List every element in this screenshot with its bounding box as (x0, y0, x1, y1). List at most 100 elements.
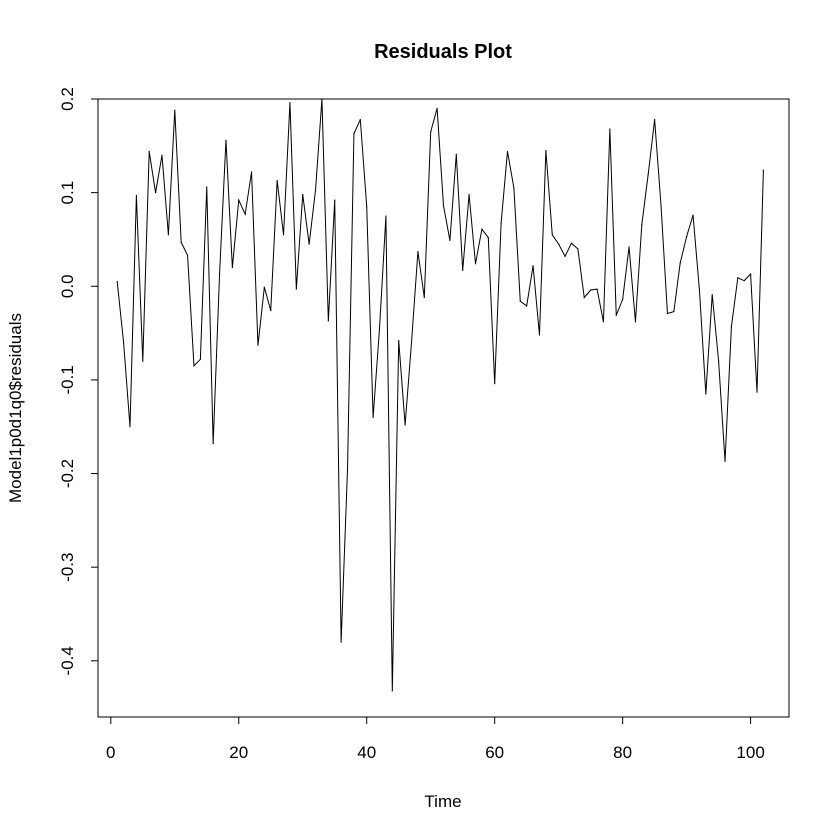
y-tick-label: -0.4 (58, 646, 77, 675)
data-point (212, 442, 214, 445)
data-point (359, 119, 361, 121)
data-point (654, 119, 656, 121)
data-point (321, 98, 323, 100)
data-point (564, 255, 566, 257)
data-point (174, 109, 176, 111)
data-point (231, 266, 233, 269)
data-point (129, 426, 131, 428)
data-point (289, 102, 291, 104)
data-point (334, 199, 336, 201)
data-point (532, 265, 534, 267)
data-point (545, 149, 547, 152)
data-point (455, 153, 457, 155)
residuals-series-line (116, 98, 764, 691)
data-point (257, 344, 259, 346)
data-point (410, 341, 413, 344)
data-point (302, 193, 304, 196)
data-points (116, 98, 765, 692)
data-point (743, 280, 745, 282)
data-point (602, 321, 605, 323)
y-tick-label: -0.3 (58, 553, 77, 582)
data-point (282, 234, 285, 236)
data-point (206, 186, 208, 188)
data-point (295, 288, 297, 290)
data-point (391, 690, 393, 692)
data-point (340, 641, 342, 643)
data-point (142, 360, 144, 362)
data-point (756, 391, 758, 393)
data-point (647, 173, 649, 175)
data-point (634, 321, 637, 323)
data-point (193, 365, 195, 367)
data-point (666, 312, 669, 315)
plot-frame (97, 98, 790, 718)
data-point (270, 310, 272, 312)
data-point (628, 246, 630, 248)
data-point (417, 251, 419, 253)
data-point (122, 341, 125, 344)
data-point (705, 393, 707, 395)
data-point (609, 128, 611, 130)
data-point (526, 305, 528, 307)
data-point (481, 228, 483, 230)
data-point (641, 223, 643, 226)
data-point (551, 234, 553, 236)
data-point (135, 194, 137, 197)
y-tick-label: 0.2 (58, 87, 77, 111)
data-point (474, 263, 477, 265)
x-tick-label: 0 (106, 743, 115, 762)
y-tick-label: -0.1 (58, 365, 77, 394)
data-point (538, 334, 541, 336)
data-point (398, 339, 400, 342)
data-point (660, 205, 662, 207)
data-point (494, 383, 496, 385)
data-point (244, 213, 246, 215)
y-tick-label: 0.1 (58, 181, 77, 205)
x-tick-label: 80 (613, 743, 632, 762)
data-point (698, 289, 701, 291)
data-point (679, 262, 681, 264)
data-point (506, 150, 509, 153)
y-tick-label: -0.2 (58, 459, 77, 488)
chart-title: Residuals Plot (374, 41, 512, 63)
data-point (513, 187, 515, 189)
data-point (615, 314, 617, 316)
y-axis: -0.4 -0.3 -0.2 -0.1 0.0 0.1 0.2 (58, 87, 99, 675)
data-point (718, 360, 720, 362)
data-point (724, 460, 726, 462)
data-point (404, 424, 406, 426)
data-point (116, 280, 118, 283)
data-point (148, 150, 150, 153)
data-point (167, 234, 169, 236)
y-axis-title: Model1p0d1q0$residuals (6, 313, 25, 503)
data-point (276, 179, 278, 182)
x-axis: 0 20 40 60 80 100 (106, 716, 765, 762)
data-point (353, 133, 355, 135)
data-point (558, 243, 560, 245)
data-point (250, 171, 253, 173)
data-point (519, 300, 521, 302)
data-point (577, 248, 579, 250)
data-point (750, 273, 752, 275)
data-point (366, 206, 368, 208)
data-point (737, 277, 739, 279)
x-tick-label: 40 (357, 743, 376, 762)
data-point (622, 298, 624, 300)
data-point (692, 214, 694, 216)
data-point (238, 199, 240, 201)
data-point (308, 243, 310, 245)
x-tick-label: 60 (485, 743, 504, 762)
y-tick-label: 0.0 (58, 274, 77, 298)
x-tick-label: 20 (229, 743, 248, 762)
data-point (161, 154, 163, 156)
data-point (500, 222, 502, 225)
data-point (596, 288, 598, 290)
data-point (218, 273, 221, 275)
data-point (468, 193, 470, 196)
data-point (442, 205, 445, 207)
data-point (762, 169, 765, 171)
x-tick-label: 100 (736, 743, 764, 762)
data-point (583, 296, 585, 299)
data-point (686, 236, 688, 238)
